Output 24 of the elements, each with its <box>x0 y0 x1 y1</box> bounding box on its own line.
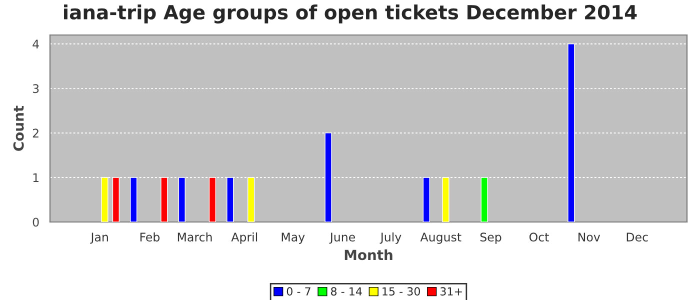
x-tick-label: August <box>420 232 462 244</box>
x-tick-label: June <box>329 232 355 244</box>
x-tick-label: March <box>178 232 212 242</box>
y-tick-label: 0 <box>32 218 39 227</box>
y-tick-label: 3 <box>32 84 39 94</box>
legend-label: 0 - 7 <box>286 287 310 296</box>
y-tick-label: 4 <box>32 40 39 48</box>
legend-label: 15 - 30 <box>382 287 420 296</box>
y-tick-label: 1 <box>33 173 38 182</box>
x-tick-label: Dec <box>626 232 648 242</box>
x-tick-label: Sep <box>480 232 502 244</box>
x-tick-label: April <box>231 232 258 244</box>
x-tick-label: May <box>282 232 305 244</box>
chart-title: iana-trip Age groups of open tickets December 2014 <box>64 4 637 24</box>
x-tick-label: Jan <box>90 232 108 244</box>
x-tick-label: July <box>380 232 402 244</box>
legend-label: 8 - 14 <box>330 287 362 296</box>
y-tick-label: 2 <box>32 128 38 138</box>
x-tick-label: Feb <box>140 232 160 242</box>
x-axis-title: Month <box>344 249 392 260</box>
x-tick-label: Oct <box>529 232 549 242</box>
y-axis-title: Count <box>13 106 24 151</box>
legend-label: 31+ <box>440 287 462 296</box>
x-tick-label: Nov <box>578 232 600 242</box>
